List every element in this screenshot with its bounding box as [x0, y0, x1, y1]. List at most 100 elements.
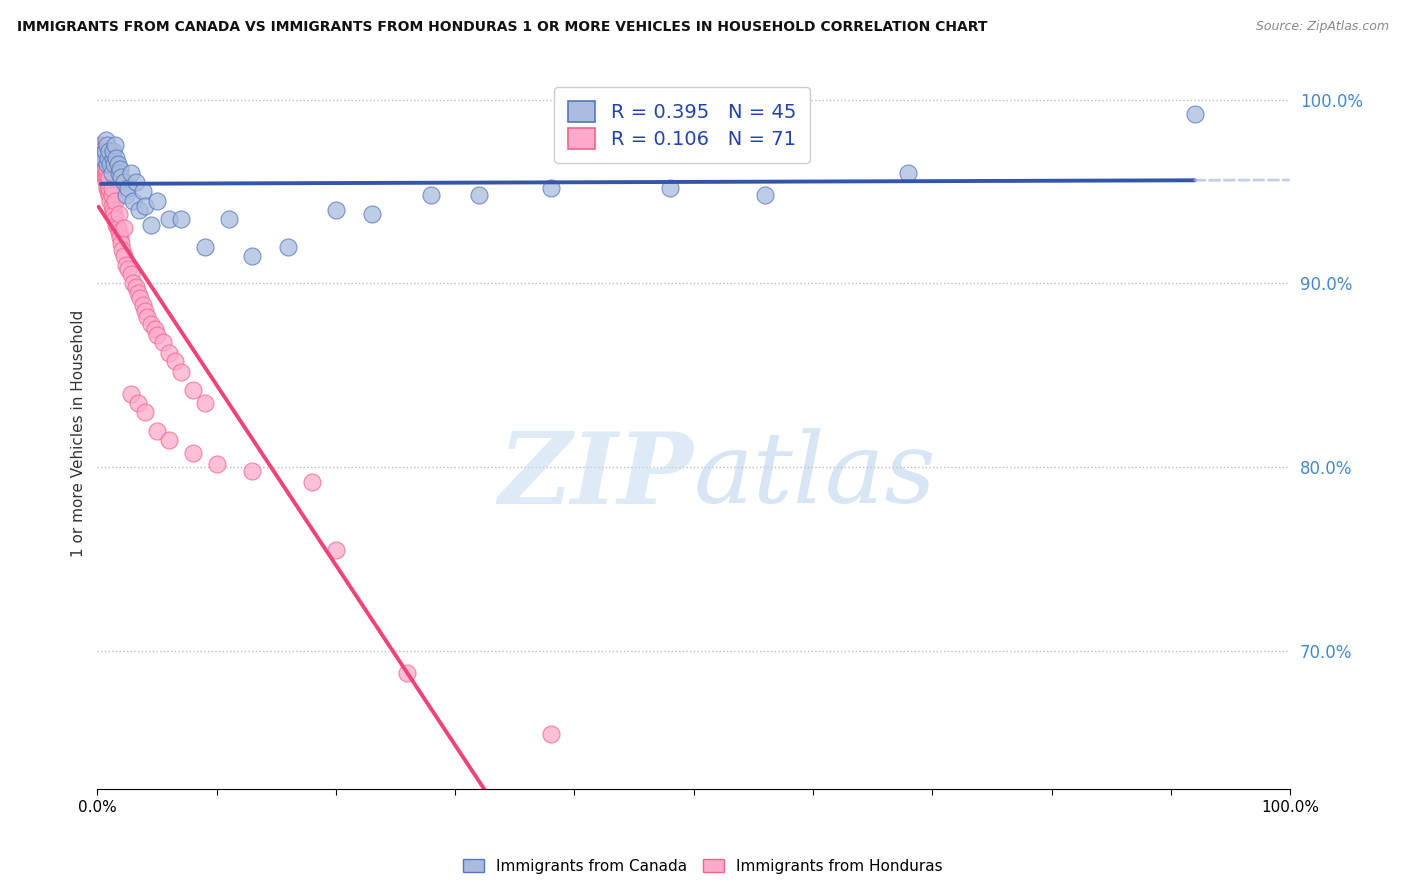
Legend: R = 0.395   N = 45, R = 0.106   N = 71: R = 0.395 N = 45, R = 0.106 N = 71	[554, 87, 810, 162]
Point	[96, 169, 118, 184]
Point	[120, 267, 142, 281]
Point	[170, 365, 193, 379]
Point	[87, 144, 110, 158]
Text: Source: ZipAtlas.com: Source: ZipAtlas.com	[1256, 20, 1389, 33]
Point	[100, 194, 122, 208]
Point	[157, 212, 180, 227]
Y-axis label: 1 or more Vehicles in Household: 1 or more Vehicles in Household	[72, 310, 86, 557]
Point	[112, 249, 135, 263]
Point	[139, 317, 162, 331]
Point	[108, 206, 131, 220]
Point	[134, 405, 156, 419]
Point	[128, 202, 150, 217]
Point	[108, 225, 131, 239]
Point	[181, 445, 204, 459]
Point	[143, 322, 166, 336]
Point	[117, 261, 139, 276]
Point	[108, 230, 131, 244]
Point	[96, 181, 118, 195]
Point	[98, 181, 121, 195]
Point	[131, 298, 153, 312]
Point	[97, 185, 120, 199]
Point	[104, 194, 127, 208]
Point	[89, 138, 111, 153]
Point	[104, 138, 127, 153]
Point	[103, 206, 125, 220]
Point	[96, 162, 118, 177]
Point	[100, 188, 122, 202]
Point	[111, 244, 134, 258]
Point	[1184, 107, 1206, 121]
Point	[396, 666, 419, 681]
Point	[181, 383, 204, 397]
Point	[100, 181, 122, 195]
Point	[122, 277, 145, 291]
Point	[93, 152, 115, 166]
Point	[91, 144, 114, 158]
Point	[124, 280, 146, 294]
Point	[658, 181, 681, 195]
Point	[157, 346, 180, 360]
Text: IMMIGRANTS FROM CANADA VS IMMIGRANTS FROM HONDURAS 1 OR MORE VEHICLES IN HOUSEHO: IMMIGRANTS FROM CANADA VS IMMIGRANTS FRO…	[17, 20, 987, 34]
Point	[101, 152, 124, 166]
Point	[325, 202, 347, 217]
Point	[122, 194, 145, 208]
Point	[468, 188, 491, 202]
Point	[194, 396, 217, 410]
Point	[103, 157, 125, 171]
Point	[91, 152, 114, 166]
Point	[93, 162, 115, 177]
Point	[242, 464, 264, 478]
Point	[117, 181, 139, 195]
Point	[277, 239, 299, 253]
Point	[91, 157, 114, 171]
Point	[139, 218, 162, 232]
Text: ZIP: ZIP	[499, 428, 693, 524]
Point	[152, 335, 174, 350]
Point	[146, 327, 169, 342]
Point	[94, 133, 117, 147]
Point	[100, 199, 122, 213]
Point	[146, 424, 169, 438]
Point	[91, 152, 114, 166]
Point	[100, 166, 122, 180]
Point	[134, 199, 156, 213]
Point	[897, 166, 920, 180]
Point	[163, 353, 186, 368]
Point	[146, 194, 169, 208]
Point	[170, 212, 193, 227]
Point	[108, 162, 131, 177]
Point	[131, 185, 153, 199]
Point	[136, 310, 159, 324]
Point	[105, 218, 128, 232]
Text: atlas: atlas	[693, 428, 936, 524]
Point	[120, 166, 142, 180]
Point	[89, 152, 111, 166]
Point	[360, 206, 382, 220]
Point	[91, 166, 114, 180]
Point	[134, 304, 156, 318]
Point	[112, 175, 135, 189]
Point	[108, 166, 131, 180]
Point	[540, 181, 562, 195]
Point	[127, 396, 149, 410]
Point	[218, 212, 240, 227]
Point	[98, 144, 121, 158]
Point	[96, 157, 118, 171]
Point	[242, 249, 264, 263]
Point	[110, 235, 132, 250]
Point	[90, 157, 112, 171]
Point	[93, 144, 115, 158]
Point	[110, 169, 132, 184]
Point	[101, 144, 124, 158]
Point	[104, 212, 127, 227]
Legend: Immigrants from Canada, Immigrants from Honduras: Immigrants from Canada, Immigrants from …	[457, 853, 949, 880]
Point	[194, 239, 217, 253]
Point	[754, 188, 776, 202]
Point	[120, 386, 142, 401]
Point	[93, 169, 115, 184]
Point	[97, 175, 120, 189]
Point	[94, 166, 117, 180]
Point	[100, 157, 122, 171]
Point	[115, 188, 138, 202]
